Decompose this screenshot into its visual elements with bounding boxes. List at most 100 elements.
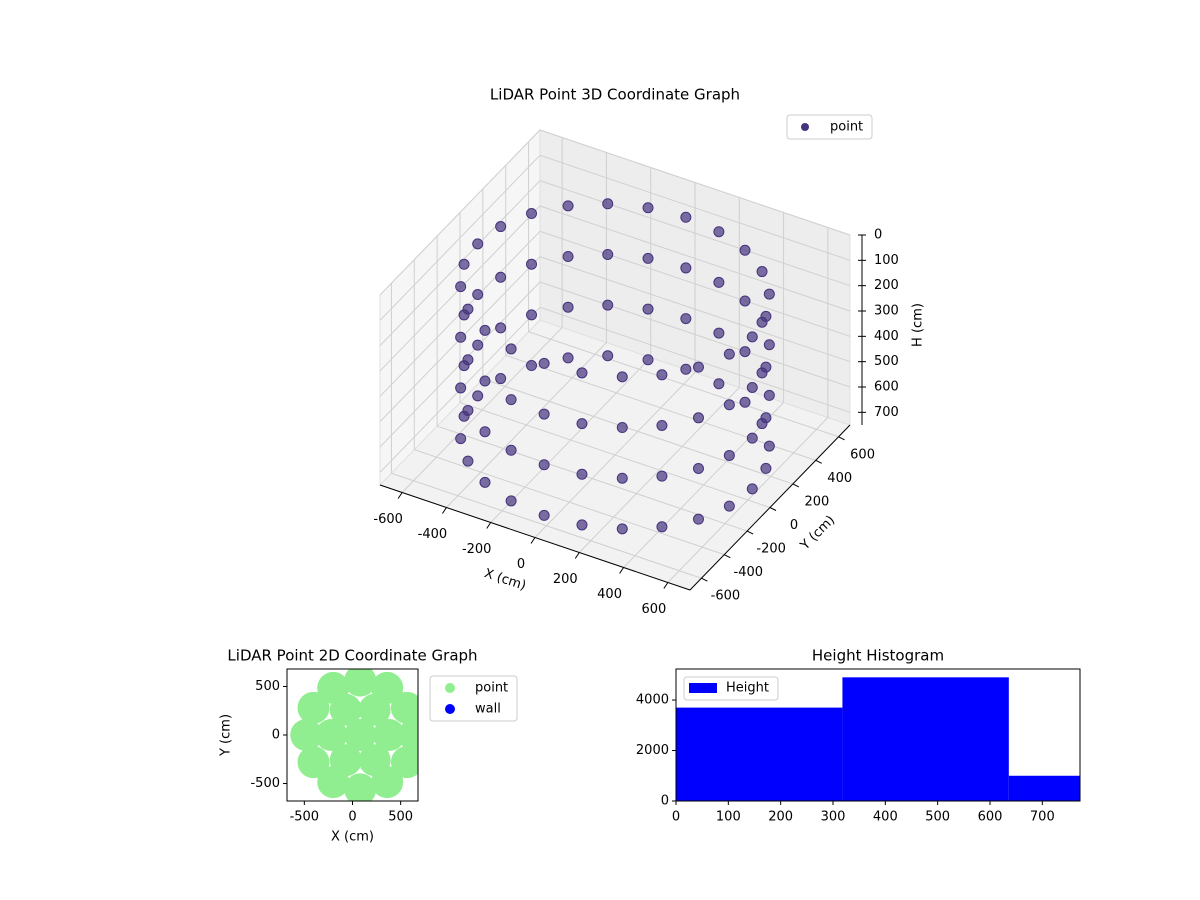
point	[739, 244, 751, 256]
point	[479, 324, 491, 336]
legend-box	[683, 676, 779, 701]
point	[479, 375, 491, 387]
legend-swatch	[689, 683, 717, 693]
point	[526, 309, 538, 321]
x-tick-label: 200	[553, 572, 578, 587]
point	[756, 418, 768, 430]
point	[680, 211, 692, 223]
x-axis-label: X (cm)	[331, 830, 374, 845]
point	[692, 513, 704, 525]
y-tick-label: -200	[756, 542, 786, 557]
x-tick-label: 600	[641, 602, 666, 617]
legend-box	[786, 114, 873, 140]
y-tick	[701, 577, 708, 582]
y-tick-label: 4000	[636, 693, 669, 708]
x-tick-label: -400	[418, 527, 448, 542]
legend-marker	[445, 683, 455, 693]
point	[763, 339, 775, 351]
point	[713, 276, 725, 288]
y-tick-label: 600	[850, 447, 875, 462]
point	[763, 389, 775, 401]
point	[642, 252, 654, 264]
point	[602, 198, 614, 210]
y-tick	[838, 436, 845, 441]
legend-marker	[445, 704, 455, 714]
point	[713, 327, 725, 339]
point	[656, 369, 668, 381]
y-tick-label: 400	[827, 471, 852, 486]
point	[616, 371, 628, 383]
x-tick-label: 500	[388, 810, 413, 825]
point	[746, 432, 758, 444]
point	[290, 719, 323, 751]
y-tick-label: 500	[255, 679, 280, 694]
point	[562, 200, 574, 212]
point	[462, 404, 474, 416]
point	[462, 455, 474, 467]
point	[472, 339, 484, 351]
z-tick-label: 700	[874, 405, 899, 420]
x-tick-label: 0	[672, 810, 680, 825]
x-tick-label: 500	[925, 810, 950, 825]
point	[642, 303, 654, 315]
axes-frame	[675, 668, 1081, 802]
x-tick	[486, 522, 492, 529]
point	[760, 462, 772, 474]
point	[642, 354, 654, 366]
plot-area	[290, 669, 418, 801]
point	[315, 719, 348, 751]
point	[344, 669, 377, 697]
x-tick	[530, 537, 536, 544]
point	[472, 238, 484, 250]
z-tick-label: 500	[874, 354, 899, 369]
point	[723, 399, 735, 411]
point	[713, 226, 725, 238]
point	[495, 221, 507, 233]
y-axis-label: Y (cm)	[797, 513, 838, 554]
x-tick-label: 400	[597, 587, 622, 602]
x-tick-label: 200	[768, 810, 793, 825]
x-tick-label: 0	[348, 810, 356, 825]
point	[746, 483, 758, 495]
point	[656, 470, 668, 482]
point	[455, 331, 467, 343]
grid-line	[379, 129, 851, 296]
point	[373, 719, 406, 751]
point	[371, 671, 404, 704]
x-tick	[442, 507, 447, 514]
x-tick-label: 100	[716, 810, 741, 825]
y-axis-label: Y (cm)	[219, 714, 234, 757]
legend-label: point	[475, 681, 508, 696]
grid-line	[379, 205, 851, 372]
grid-line	[379, 154, 851, 321]
legend-label: Height	[726, 681, 769, 696]
point	[680, 363, 692, 375]
point	[458, 258, 470, 270]
chart-title: LiDAR Point 2D Coordinate Graph	[227, 647, 477, 665]
y-tick	[724, 554, 731, 559]
x-tick-label: -600	[373, 512, 403, 527]
point	[692, 412, 704, 424]
point	[390, 746, 418, 779]
point	[656, 521, 668, 533]
point	[495, 271, 507, 283]
legend-box	[429, 675, 518, 722]
x-tick-label: -200	[462, 542, 492, 557]
grid-line	[413, 259, 725, 556]
point	[692, 462, 704, 474]
point	[642, 202, 654, 214]
point	[455, 281, 467, 293]
bar	[676, 707, 843, 801]
point	[505, 444, 517, 456]
point	[616, 422, 628, 434]
y-tick-label: 200	[804, 494, 829, 509]
point	[746, 382, 758, 393]
grid-line	[459, 212, 771, 508]
point	[713, 378, 725, 390]
grid-line	[436, 236, 748, 532]
point	[756, 266, 768, 278]
z-tick-label: 400	[874, 329, 899, 344]
point	[538, 459, 550, 471]
z-tick-label: 200	[874, 278, 899, 293]
